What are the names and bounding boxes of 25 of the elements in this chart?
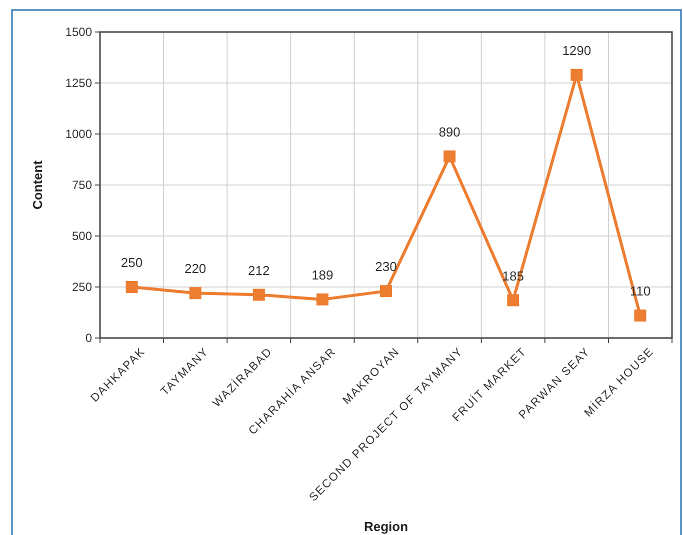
data-label: 230 bbox=[375, 259, 397, 274]
point bbox=[634, 310, 646, 322]
data-label: 1290 bbox=[562, 42, 592, 58]
point bbox=[507, 294, 520, 306]
y-tick-label: 250 bbox=[72, 280, 92, 294]
data-label: 890 bbox=[438, 124, 460, 140]
y-tick-label: 1250 bbox=[65, 76, 92, 90]
y-axis-title: Content bbox=[30, 160, 45, 210]
point bbox=[316, 293, 328, 306]
point bbox=[444, 150, 456, 162]
point bbox=[189, 287, 202, 300]
data-label: 220 bbox=[184, 261, 206, 276]
point bbox=[380, 285, 392, 298]
point bbox=[126, 281, 138, 293]
data-label: 212 bbox=[248, 262, 270, 278]
point bbox=[570, 68, 583, 81]
data-label: 250 bbox=[120, 255, 143, 270]
y-tick-label: 1000 bbox=[65, 127, 92, 142]
point bbox=[252, 288, 265, 301]
y-tick-label: 750 bbox=[72, 178, 92, 192]
x-axis-title: Region bbox=[364, 519, 408, 534]
y-tick-label: 500 bbox=[72, 229, 92, 244]
y-tick-label: 0 bbox=[85, 331, 92, 346]
data-label: 189 bbox=[312, 267, 334, 282]
y-tick-label: 1500 bbox=[65, 25, 92, 40]
